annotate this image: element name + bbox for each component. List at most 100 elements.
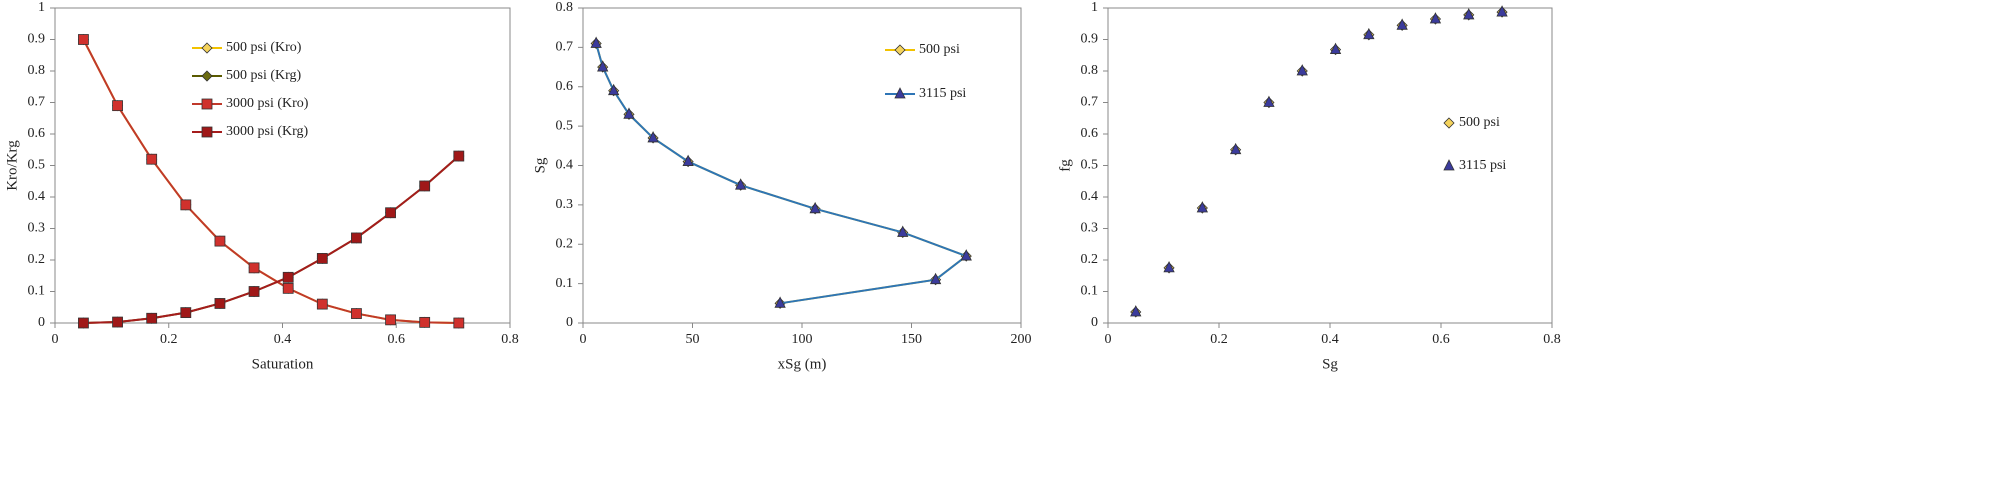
series-line	[595, 43, 969, 305]
marker	[774, 296, 786, 308]
marker	[1230, 142, 1242, 155]
y-tick-label: 0.3	[1081, 221, 1099, 236]
y-tick-label: 0	[566, 315, 573, 330]
y-tick-label: 0.7	[1081, 95, 1099, 110]
marker	[385, 207, 396, 219]
legend-label: 3115 psi	[1459, 158, 1506, 173]
marker	[419, 316, 431, 328]
legend-label: 3115 psi	[919, 86, 966, 101]
legend-marker	[1443, 159, 1455, 171]
x-tick-label: 100	[792, 332, 813, 347]
x-tick-label: 0	[1105, 332, 1112, 347]
marker	[1130, 305, 1142, 317]
y-tick-label: 0	[38, 315, 45, 330]
marker	[180, 307, 192, 319]
marker	[453, 150, 465, 162]
y-tick-label: 0.8	[556, 0, 574, 15]
marker	[214, 298, 226, 309]
series-line	[83, 155, 460, 324]
y-tick-label: 0.4	[556, 158, 574, 173]
y-axis-title: Kro/Krg	[4, 140, 20, 191]
marker	[1429, 12, 1442, 24]
marker	[385, 314, 396, 326]
y-tick-label: 0.8	[1081, 63, 1099, 78]
marker	[1163, 260, 1175, 273]
marker	[453, 317, 465, 329]
legend-label: 500 psi	[919, 42, 960, 57]
x-tick-label: 0.6	[1432, 332, 1450, 347]
marker	[1196, 201, 1208, 213]
y-tick-label: 0.1	[1081, 284, 1099, 299]
x-tick-label: 0	[52, 332, 59, 347]
legend-marker	[1443, 117, 1455, 129]
marker	[929, 272, 942, 285]
y-tick-label: 0.6	[556, 79, 574, 94]
legend-label: 500 psi (Kro)	[226, 40, 302, 55]
y-tick-label: 0.7	[556, 40, 574, 55]
marker	[282, 282, 294, 294]
marker	[1363, 27, 1375, 40]
marker	[735, 178, 747, 190]
x-tick-label: 200	[1011, 332, 1032, 347]
x-tick-label: 0.6	[388, 332, 406, 347]
y-tick-label: 0.2	[556, 236, 574, 251]
marker	[146, 312, 158, 324]
x-axis-title: Saturation	[252, 356, 314, 372]
marker	[1296, 64, 1308, 76]
y-tick-label: 0.6	[28, 126, 46, 141]
marker	[78, 34, 89, 45]
marker	[282, 271, 294, 283]
y-tick-label: 0.7	[28, 95, 46, 110]
legend-label: 3000 psi (Kro)	[226, 96, 309, 111]
y-axis-title: Sg	[532, 157, 548, 173]
y-tick-label: 0.9	[28, 32, 46, 47]
marker	[1396, 18, 1408, 30]
y-tick-label: 0.4	[28, 189, 46, 204]
x-axis-title: Sg	[1322, 356, 1338, 372]
marker	[590, 36, 602, 48]
x-tick-label: 0.2	[1210, 332, 1228, 347]
marker	[248, 286, 260, 297]
marker	[623, 107, 635, 119]
y-tick-label: 0.4	[1081, 189, 1099, 204]
y-tick-label: 0.6	[1081, 126, 1099, 141]
marker	[146, 153, 158, 165]
legend-marker	[201, 70, 213, 82]
x-tick-label: 50	[686, 332, 700, 347]
y-tick-label: 0.2	[1081, 252, 1099, 267]
legend-label: 3000 psi (Krg)	[226, 124, 309, 139]
marker	[248, 262, 260, 274]
x-tick-label: 0.2	[160, 332, 178, 347]
marker	[419, 180, 431, 192]
x-tick-label: 0.8	[501, 332, 519, 347]
marker	[597, 60, 609, 72]
marker	[180, 199, 192, 211]
x-tick-label: 0.4	[274, 332, 292, 347]
y-tick-label: 0.1	[28, 284, 46, 299]
marker	[112, 316, 123, 328]
y-tick-label: 0	[1091, 315, 1098, 330]
marker	[897, 225, 909, 237]
marker	[647, 131, 659, 143]
marker	[112, 100, 123, 112]
legend-label: 500 psi	[1459, 115, 1500, 130]
marker	[608, 83, 620, 96]
legend-marker	[894, 87, 906, 99]
y-tick-label: 1	[38, 0, 45, 15]
marker	[809, 201, 821, 214]
marker	[1463, 8, 1475, 20]
x-tick-label: 0.4	[1321, 332, 1339, 347]
marker	[316, 253, 328, 264]
y-axis-title: fg	[1057, 159, 1073, 172]
y-tick-label: 0.5	[556, 118, 574, 133]
legend-marker	[201, 98, 213, 110]
y-tick-label: 0.5	[1081, 158, 1099, 173]
x-tick-label: 0	[580, 332, 587, 347]
legend-marker	[201, 126, 213, 138]
y-tick-label: 0.8	[28, 63, 46, 78]
series-line	[595, 43, 969, 305]
y-tick-label: 0.3	[28, 221, 46, 236]
series-line	[82, 39, 459, 324]
y-tick-label: 0.3	[556, 197, 574, 212]
